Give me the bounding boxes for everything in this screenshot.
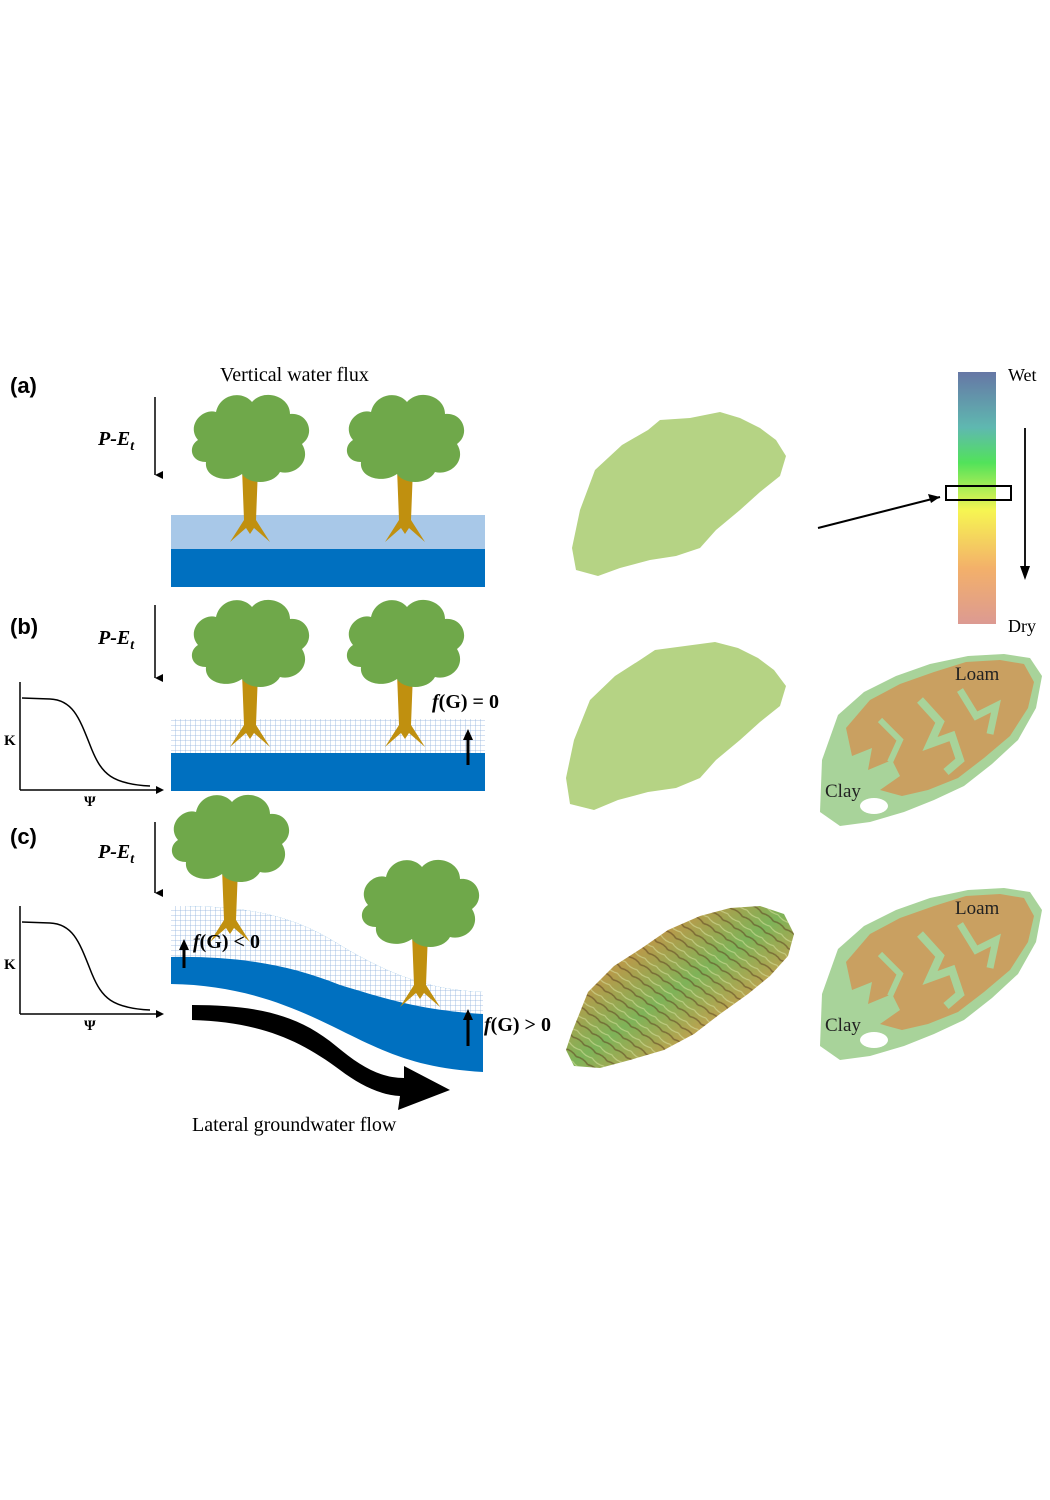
- unsaturated-zone-c: [171, 905, 483, 1014]
- soil-map-loam-label: Loam: [955, 898, 1000, 919]
- lateral-flow-arrow: [192, 1005, 450, 1110]
- panel-a: (a) Vertical water flux P-Et Wet Dry: [10, 364, 1037, 636]
- soil-map-clay-label: Clay: [825, 1015, 861, 1036]
- saturated-zone-a: [171, 549, 485, 587]
- fg-label-c-left: f(G) < 0: [193, 931, 260, 953]
- panel-a-flux-label: P-Et: [97, 428, 135, 454]
- lateral-flow-caption: Lateral groundwater flow: [192, 1114, 397, 1136]
- panel-b-flux-label: P-Et: [97, 627, 135, 653]
- unsaturated-zone-a: [171, 515, 485, 549]
- conductivity-curve-c: K Ψ: [4, 906, 164, 1034]
- colorbar-bottom-label: Dry: [1008, 616, 1036, 636]
- unsaturated-zone-b: [171, 719, 485, 753]
- panel-b-label: (b): [10, 614, 38, 639]
- soil-map-c: Loam Clay: [820, 888, 1042, 1060]
- axis-y-label: K: [4, 733, 16, 749]
- colorbar-direction-arrowhead: [1020, 566, 1030, 580]
- upflux-arrowhead-c-right: [463, 1009, 473, 1020]
- terrain-wetness-map: [566, 906, 794, 1068]
- panel-a-label: (a): [10, 373, 37, 398]
- panel-c-label: (c): [10, 824, 37, 849]
- axis-x-label: Ψ: [84, 1018, 96, 1034]
- soil-map-b: Loam Clay: [820, 654, 1042, 826]
- catchment-uniform-a: [572, 412, 786, 576]
- conductivity-curve-b: K Ψ: [4, 682, 164, 810]
- panel-c-flux-label: P-Et: [97, 841, 135, 867]
- upflux-arrowhead-c-left: [179, 939, 189, 950]
- fg-label-c-right: f(G) > 0: [484, 1014, 551, 1036]
- colorbar-top-label: Wet: [1008, 365, 1037, 385]
- soil-map-loam-label: Loam: [955, 664, 1000, 685]
- panel-b: (b) P-Et K Ψ f(G) = 0 Loam: [4, 599, 1042, 826]
- wetness-colorbar: [958, 372, 996, 624]
- axis-x-label: Ψ: [84, 794, 96, 810]
- axis-y-label: K: [4, 957, 16, 973]
- saturated-zone-b: [171, 753, 485, 791]
- upflux-arrowhead-b: [463, 729, 473, 740]
- pointer-arrowhead: [928, 494, 940, 503]
- colorbar-highlight-box: [945, 485, 1012, 501]
- pointer-arrow: [817, 496, 941, 529]
- catchment-uniform-b: [566, 642, 786, 810]
- panel-a-title: Vertical water flux: [220, 364, 369, 386]
- panel-c: (c) P-Et K Ψ f(G) < 0 f(G) > 0 Lateral g…: [4, 794, 1042, 1136]
- soil-map-clay-label: Clay: [825, 781, 861, 802]
- fg-label-b: f(G) = 0: [432, 691, 499, 713]
